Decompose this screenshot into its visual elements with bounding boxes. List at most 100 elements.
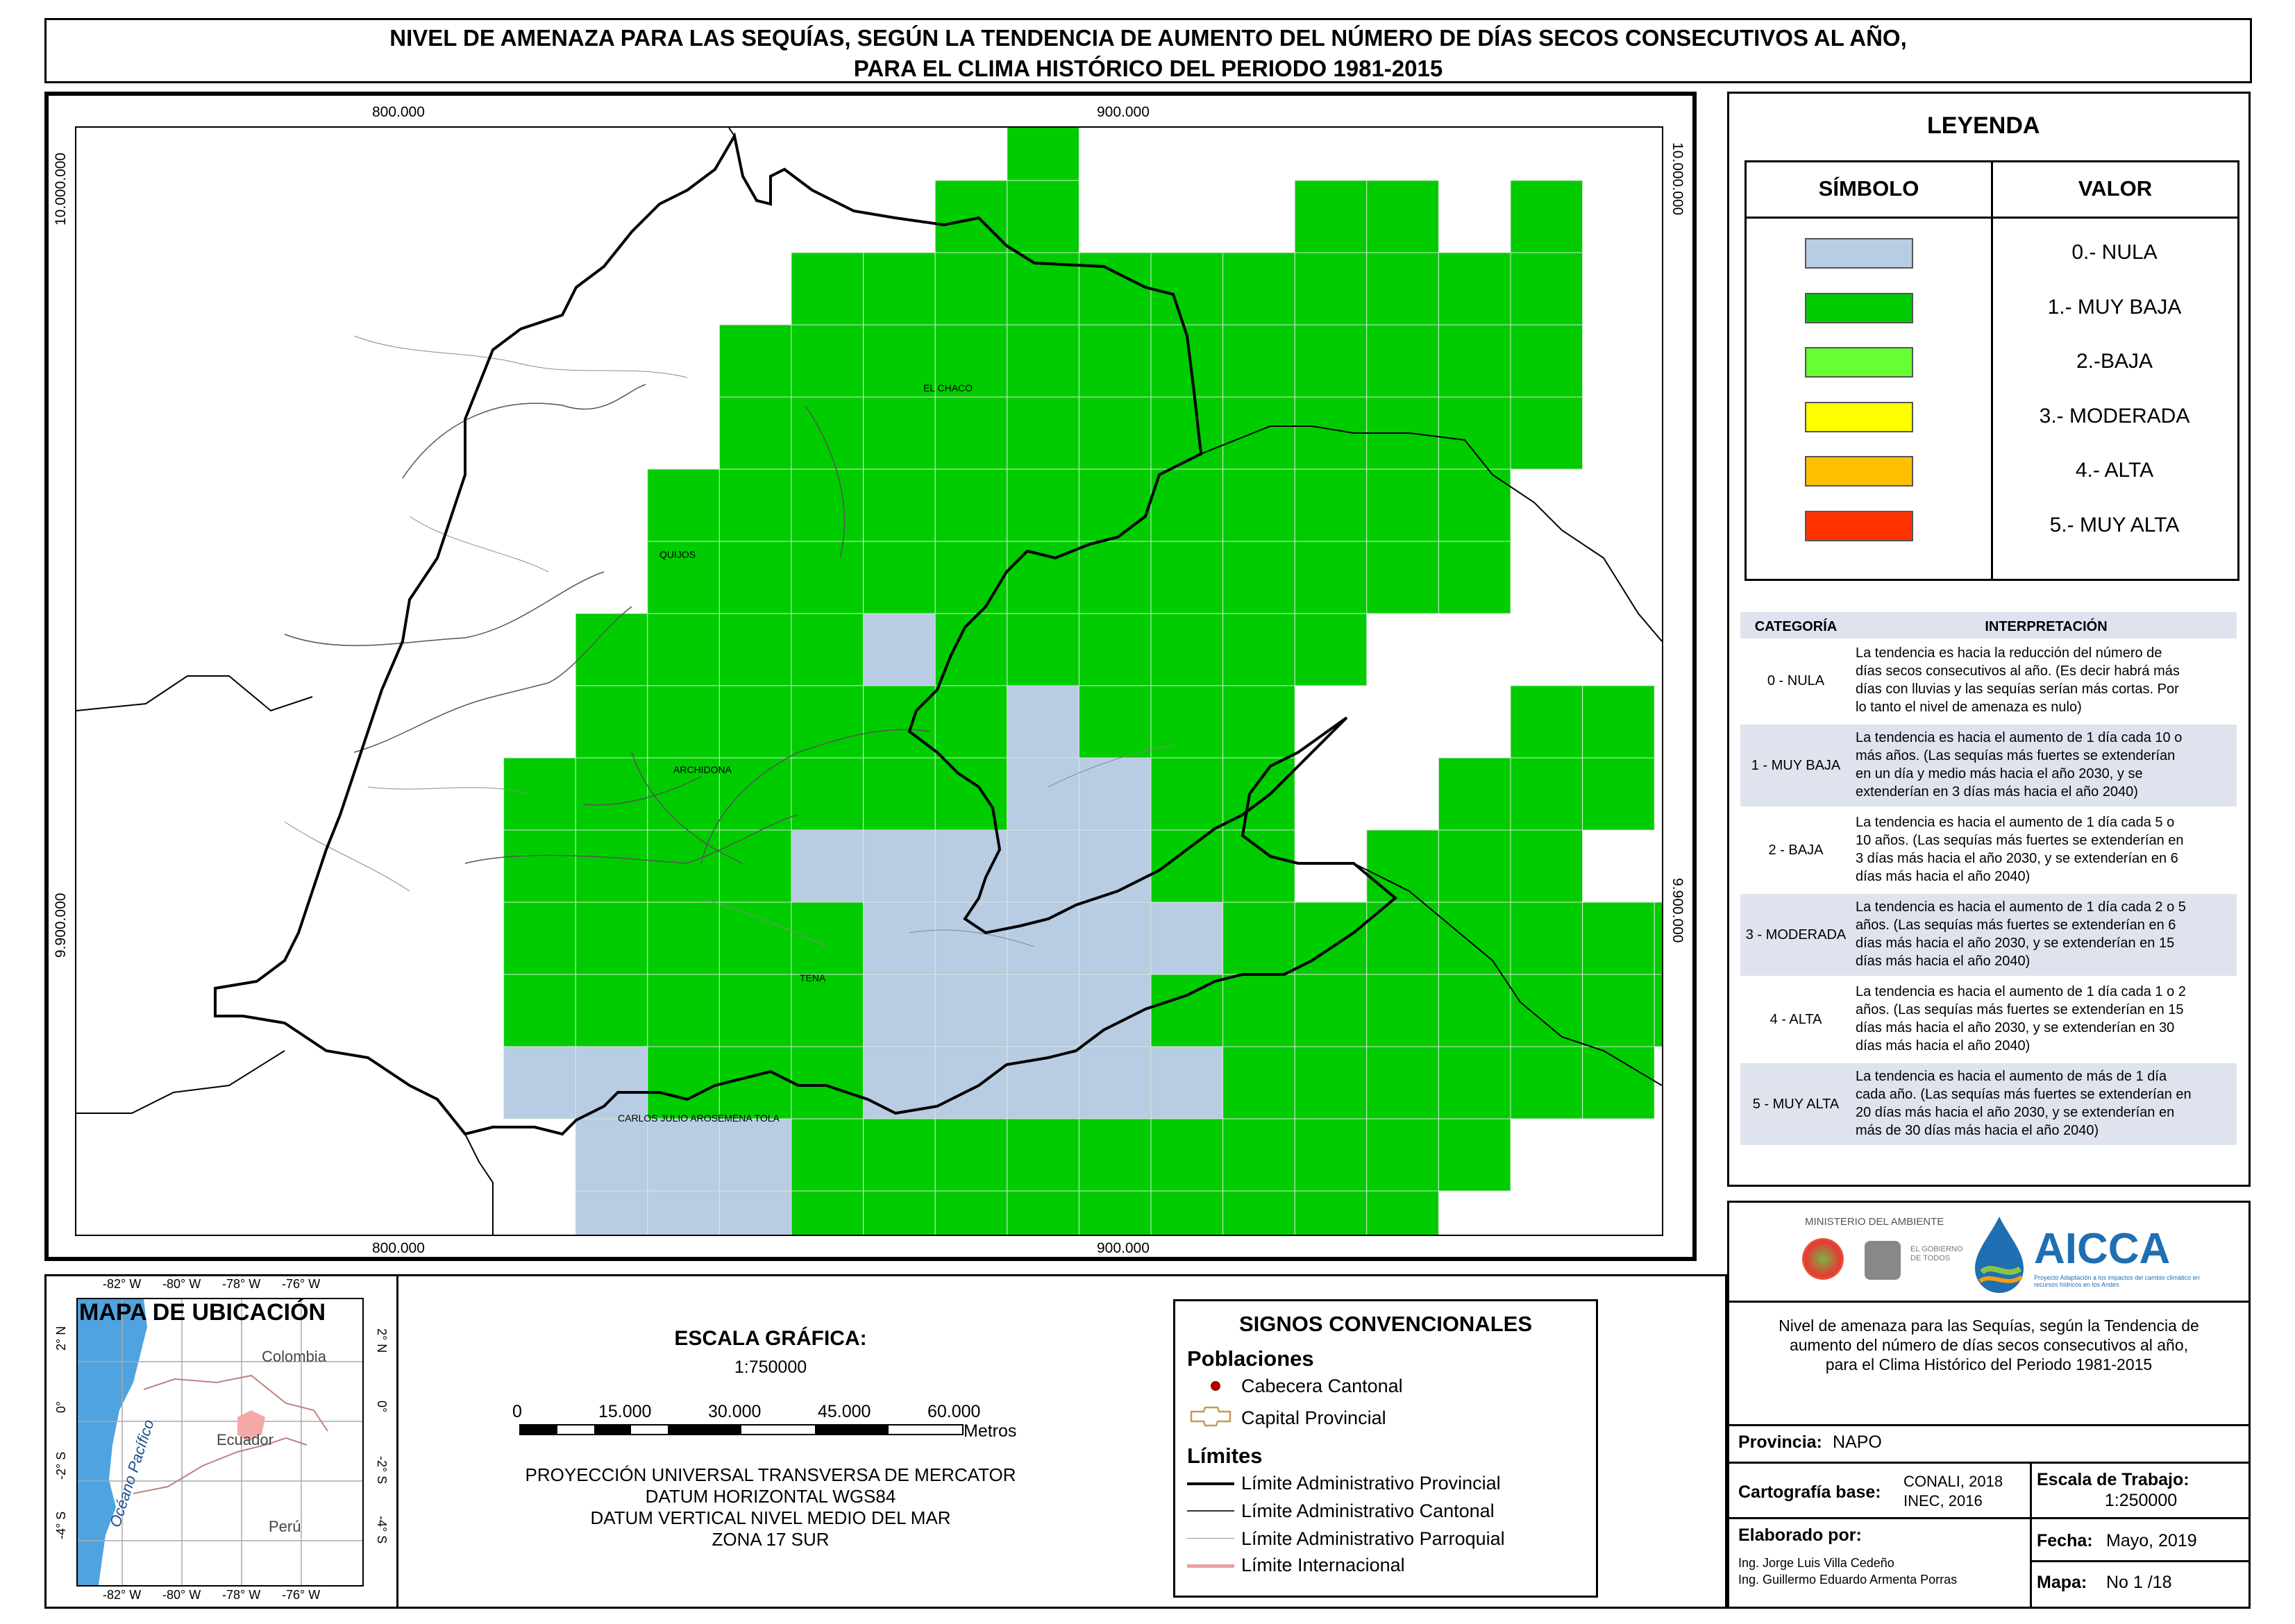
grid-cell-muy-baja: [718, 685, 792, 759]
grid-cell-nula: [791, 829, 864, 903]
title-line2: PARA EL CLIMA HISTÓRICO DEL PERIODO 1981…: [853, 56, 1443, 81]
grid-cell-muy-baja: [1582, 685, 1655, 759]
legend-swatch: [1805, 402, 1913, 432]
legend-swatch: [1805, 511, 1913, 541]
ministerio-label: MINISTERIO DEL AMBIENTE: [1805, 1216, 1944, 1228]
grid-cell-muy-baja: [1654, 902, 1662, 975]
grid-cell-muy-baja: [1438, 324, 1511, 398]
grid-cell-muy-baja: [791, 468, 864, 542]
ecuador-shield-logo: [1865, 1241, 1901, 1280]
loc-lon-top-1: -80° W: [162, 1277, 201, 1291]
aicca-brand: AICCA: [2034, 1225, 2171, 1273]
grid-cell-muy-baja: [1294, 324, 1368, 398]
grid-cell-nula: [1007, 829, 1079, 903]
grid-cell-muy-baja: [1366, 468, 1439, 542]
grid-cell-muy-baja: [1150, 396, 1224, 470]
interp-col-category: CATEGORÍA: [1754, 619, 1838, 634]
interp-text: La tendencia es hacia la reducción del n…: [1851, 644, 2237, 716]
grid-cell-muy-baja: [1366, 180, 1439, 253]
grid-cell-muy-baja: [1222, 252, 1295, 325]
scale-tick-3: 45.000: [818, 1402, 871, 1421]
map-canvas: EL CHACO QUIJOS ARCHIDONA TENA CARLOS JU…: [76, 128, 1662, 1235]
grid-cell-muy-baja: [1582, 902, 1655, 975]
grid-cell-muy-baja: [863, 541, 936, 614]
x-tick-top-800: 800.000: [372, 104, 425, 120]
grid-cell-muy-baja: [1150, 829, 1224, 903]
grid-cell-muy-baja: [718, 757, 792, 831]
grid-cell-muy-baja: [1438, 829, 1511, 903]
grid-cell-muy-baja: [1007, 1118, 1079, 1192]
grid-cell-nula: [1007, 757, 1079, 831]
escala-label: Escala de Trabajo:: [2037, 1470, 2189, 1489]
grid-cell-nula: [863, 1046, 936, 1119]
title-line1: NIVEL DE AMENAZA PARA LAS SEQUÍAS, SEGÚN…: [389, 25, 1907, 51]
grid-cell-muy-baja: [1078, 252, 1152, 325]
grid-cell-muy-baja: [1007, 396, 1079, 470]
grid-cell-muy-baja: [1222, 396, 1295, 470]
interp-text-line: más de 30 días más hacia el año 2040): [1856, 1123, 2099, 1138]
grid-cell-muy-baja: [791, 1118, 864, 1192]
grid-cell-muy-baja: [863, 757, 936, 831]
main-map[interactable]: EL CHACO QUIJOS ARCHIDONA TENA CARLOS JU…: [75, 126, 1663, 1236]
grid-cell-muy-baja: [791, 974, 864, 1047]
location-map[interactable]: MAPA DE UBICACIÓN Colombia Ecuador Perú …: [76, 1298, 364, 1587]
grid-cell-muy-baja: [863, 324, 936, 398]
grid-cell-muy-baja: [718, 829, 792, 903]
lim-prov-line: [1187, 1482, 1234, 1485]
datum-horizontal: DATUM HORIZONTAL WGS84: [645, 1486, 896, 1507]
grid-cell-muy-baja: [1078, 396, 1152, 470]
grid-cell-muy-baja: [1222, 685, 1295, 759]
grid-cell-muy-baja: [1150, 685, 1224, 759]
info-description-line2: aumento del número de días secos consecu…: [1789, 1336, 2189, 1354]
interp-text-line: La tendencia es hacia el aumento de 1 dí…: [1856, 984, 2186, 999]
info-vdivider: [2030, 1462, 2032, 1609]
grid-cell-muy-baja: [1150, 757, 1224, 831]
info-divider-5: [2030, 1560, 2251, 1562]
grid-cell-muy-baja: [934, 252, 1008, 325]
grid-cell-muy-baja: [1438, 757, 1511, 831]
grid-cell-muy-baja: [1510, 396, 1583, 470]
grid-cell-muy-baja: [1222, 1118, 1295, 1192]
grid-cell-muy-baja: [1510, 252, 1583, 325]
grid-cell-muy-baja: [1078, 685, 1152, 759]
grid-cell-muy-baja: [1294, 613, 1368, 686]
location-map-canvas: MAPA DE UBICACIÓN Colombia Ecuador Perú …: [78, 1299, 362, 1585]
grid-cell-muy-baja: [1582, 757, 1655, 831]
interp-text-line: días más hacia el año 2030, y se extende…: [1856, 936, 2175, 951]
grid-cell-muy-baja: [503, 974, 576, 1047]
grid-cell-muy-baja: [1150, 252, 1224, 325]
scale-tick-0: 0: [512, 1402, 522, 1421]
signs-capital: Capital Provincial: [1241, 1407, 1386, 1428]
lim-int-line: [1187, 1564, 1234, 1568]
grid-cell-muy-baja: [1222, 902, 1295, 975]
grid-cell-muy-baja: [1150, 613, 1224, 686]
threat-grid: [503, 128, 1662, 1235]
grid-cell-nula: [1078, 902, 1152, 975]
signs-title: SIGNOS CONVENCIONALES: [1239, 1312, 1532, 1336]
info-description: Nivel de amenaza para las Sequías, según…: [1727, 1316, 2251, 1374]
capital-icon: [1190, 1406, 1231, 1430]
grid-cell-muy-baja: [1366, 1046, 1439, 1119]
grid-cell-muy-baja: [1222, 1190, 1295, 1235]
grid-cell-muy-baja: [718, 974, 792, 1047]
interp-text-line: lo tanto el nivel de amenaza es nulo): [1856, 700, 2082, 715]
grid-cell-muy-baja: [1510, 757, 1583, 831]
legend-swatch: [1805, 347, 1913, 378]
interp-text-line: La tendencia es hacia la reducción del n…: [1856, 645, 2162, 661]
outer-boundaries: [76, 128, 1662, 1235]
grid-cell-muy-baja: [575, 685, 648, 759]
loc-lat-left-3: -4° S: [54, 1511, 68, 1539]
interp-text: La tendencia es hacia el aumento de 1 dí…: [1851, 983, 2237, 1055]
scale-unit: Metros: [964, 1421, 1017, 1441]
grid-cell-muy-baja: [934, 541, 1008, 614]
grid-cell-muy-baja: [1438, 468, 1511, 542]
x-tick-bottom-800: 800.000: [372, 1240, 425, 1256]
grid-cell-muy-baja: [1582, 1046, 1655, 1119]
scale-bar: [519, 1424, 964, 1435]
signs-limites: Límites: [1187, 1444, 1263, 1468]
cartografia-2: INEC, 2016: [1903, 1492, 1983, 1509]
grid-cell-muy-baja: [1078, 1118, 1152, 1192]
lim-cant-line: [1187, 1510, 1234, 1512]
grid-cell-nula: [1150, 902, 1224, 975]
grid-cell-muy-baja: [1150, 1118, 1224, 1192]
